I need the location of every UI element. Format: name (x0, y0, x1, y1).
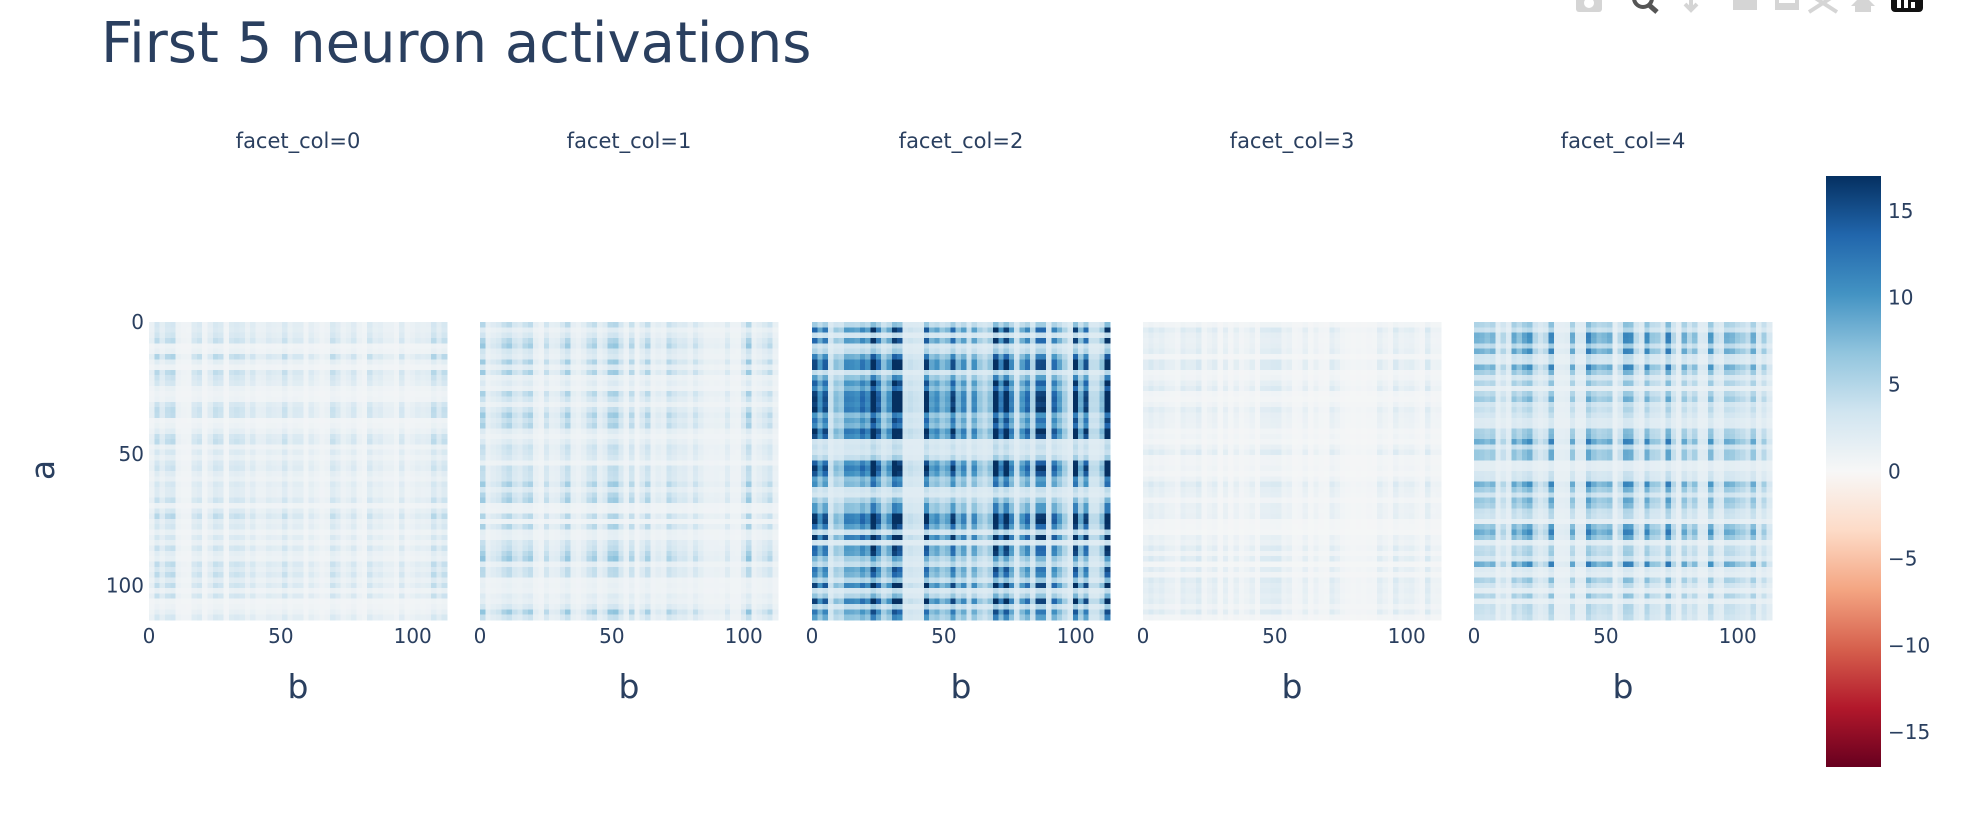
heatmap (149, 322, 448, 621)
colorbar-tick-label: 15 (1888, 199, 1913, 223)
plotly-logo-icon[interactable] (1891, 0, 1923, 12)
colorbar-tick-label: −15 (1888, 720, 1930, 744)
facet-4: facet_col=4 0 50 100 b (1468, 129, 1773, 706)
x-tick-label: 100 (1719, 624, 1757, 648)
x-tick-label: 50 (1262, 624, 1287, 648)
x-tick-label: 50 (268, 624, 293, 648)
x-tick-label: 50 (1593, 624, 1618, 648)
zoom-in-icon[interactable] (1733, 0, 1757, 10)
facet-title: facet_col=3 (1230, 129, 1355, 154)
facet-title: facet_col=4 (1561, 129, 1686, 154)
colorbar-ticks: 15 10 5 0 −5 −10 −15 (1888, 199, 1930, 744)
colorbar-tick-label: 5 (1888, 373, 1901, 397)
x-axis-label: b (1613, 667, 1634, 706)
x-axis-label: b (1282, 667, 1303, 706)
x-axis-label: b (951, 667, 972, 706)
facet-0: facet_col=0 0 50 100 b 0 50 100 (106, 129, 448, 706)
pan-icon[interactable] (1683, 0, 1699, 13)
zoom-out-icon[interactable] (1775, 0, 1799, 10)
x-tick-label: 0 (143, 624, 156, 648)
heatmap (480, 322, 779, 621)
facets-layer: facet_col=0 0 50 100 b 0 50 100 facet_col=1 0 50 10… (106, 129, 1773, 706)
zoom-icon[interactable] (1632, 0, 1659, 14)
heatmap (812, 322, 1111, 621)
heatmap (1143, 322, 1442, 621)
colorbar-tick-label: −10 (1888, 633, 1930, 657)
chart-title: First 5 neuron activations (101, 11, 812, 76)
x-tick-label: 100 (1057, 624, 1095, 648)
x-tick-label: 0 (1468, 624, 1481, 648)
camera-icon[interactable] (1576, 0, 1602, 12)
x-tick-label: 50 (931, 624, 956, 648)
heatmap (1474, 322, 1773, 621)
x-axis-label: b (288, 667, 309, 706)
modebar (1576, 0, 1923, 14)
colorbar-tick-label: −5 (1888, 546, 1917, 570)
facet-title: facet_col=1 (567, 129, 692, 154)
facet-2: facet_col=2 0 50 100 b (806, 129, 1111, 706)
y-tick-label: 100 (106, 574, 144, 598)
x-axis-label: b (619, 667, 640, 706)
x-tick-label: 0 (474, 624, 487, 648)
colorbar (1826, 176, 1881, 767)
colorbar-tick-label: 0 (1888, 460, 1901, 484)
x-tick-label: 0 (806, 624, 819, 648)
colorbar-tick-label: 10 (1888, 286, 1913, 310)
x-tick-label: 0 (1137, 624, 1150, 648)
y-tick-label: 50 (119, 442, 144, 466)
y-tick-label: 0 (131, 310, 144, 334)
reset-axes-icon[interactable] (1851, 0, 1875, 12)
x-tick-label: 50 (599, 624, 624, 648)
facet-1: facet_col=1 0 50 100 b (474, 129, 779, 706)
facet-title: facet_col=0 (236, 129, 361, 154)
facet-title: facet_col=2 (899, 129, 1024, 154)
facet-3: facet_col=3 0 50 100 b (1137, 129, 1442, 706)
x-tick-label: 100 (1388, 624, 1426, 648)
x-tick-label: 100 (394, 624, 432, 648)
y-axis-label: a (23, 460, 62, 480)
autoscale-icon[interactable] (1807, 0, 1839, 14)
x-tick-label: 100 (725, 624, 763, 648)
